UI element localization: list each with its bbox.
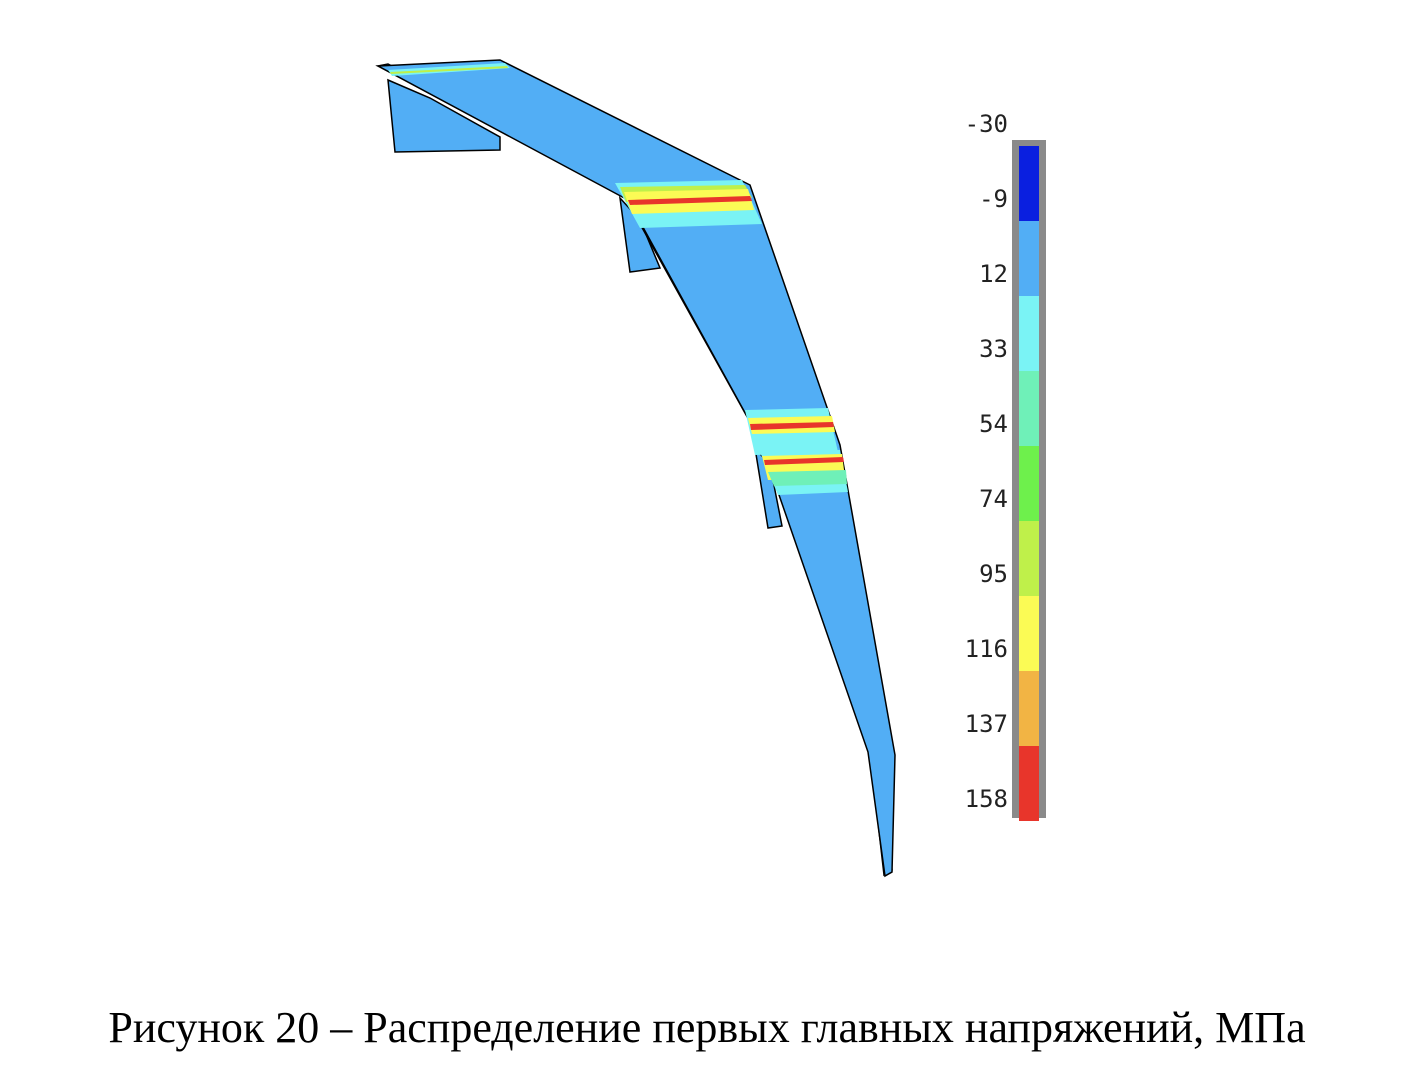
legend-swatch <box>1019 746 1039 821</box>
beam-top-face <box>375 59 896 878</box>
legend-swatch <box>1019 296 1039 371</box>
legend-tick: -9 <box>979 185 1008 213</box>
hotspot-band-lower-bend-a <box>745 408 838 455</box>
legend-swatch <box>1019 521 1039 596</box>
support-rib-left <box>387 78 501 153</box>
hotspot-band-lower-bend-b <box>760 450 848 495</box>
legend-tick: 33 <box>979 335 1008 363</box>
legend-swatch <box>1019 146 1039 221</box>
hotspot-band-top <box>388 63 510 76</box>
legend-swatch <box>1019 446 1039 521</box>
figure-caption: Рисунок 20 – Распределение первых главны… <box>108 1003 1306 1052</box>
legend-tick: 137 <box>964 710 1008 738</box>
legend-tick: 12 <box>979 260 1008 288</box>
legend-tick: 116 <box>964 635 1008 663</box>
color-legend-bar <box>1012 140 1046 821</box>
legend-tick: 158 <box>964 785 1008 813</box>
hotspot-band-upper-bend <box>615 180 762 228</box>
legend-tick: 74 <box>979 485 1008 513</box>
legend-swatch <box>1019 596 1039 671</box>
legend-swatch <box>1019 371 1039 446</box>
legend-swatch <box>1019 671 1039 746</box>
legend-tick: 95 <box>979 560 1008 588</box>
legend-swatch <box>1019 221 1039 296</box>
legend-tick: 54 <box>979 410 1008 438</box>
legend-tick: -30 <box>964 110 1008 138</box>
